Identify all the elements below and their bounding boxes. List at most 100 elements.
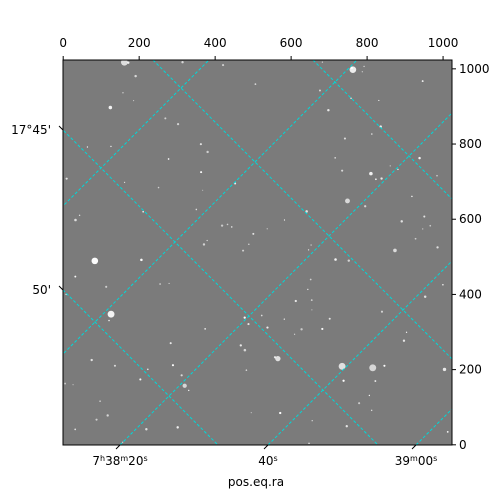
star (64, 382, 67, 385)
star (90, 358, 93, 362)
star (293, 333, 296, 335)
star (120, 60, 128, 66)
star (199, 143, 202, 146)
star (273, 356, 277, 359)
star (405, 331, 408, 333)
star (245, 369, 248, 371)
x-axis-label: pos.eq.ra (228, 475, 284, 489)
star (310, 299, 313, 301)
y-tick-label: 600 (459, 212, 482, 226)
star (389, 165, 391, 167)
star (181, 61, 184, 64)
x-tick-label: 600 (280, 36, 303, 50)
star (436, 174, 438, 177)
star (220, 224, 224, 227)
star (338, 362, 346, 370)
star (421, 80, 424, 83)
ra-grid-line (119, 112, 452, 445)
star (294, 299, 297, 303)
y-tick-label: 0 (459, 438, 467, 452)
star (239, 344, 242, 347)
star (283, 318, 285, 320)
star (122, 441, 124, 443)
star (266, 326, 269, 329)
star (363, 65, 365, 68)
star (361, 71, 363, 73)
star (347, 259, 350, 262)
star (266, 228, 268, 230)
star (328, 317, 331, 320)
star (321, 61, 324, 63)
x-tick-label: 1000 (428, 36, 459, 50)
x-tick-label: 0 (59, 36, 67, 50)
star (342, 379, 345, 382)
star (311, 309, 313, 311)
star (279, 411, 282, 415)
star (442, 284, 444, 286)
star (254, 83, 257, 85)
star (327, 108, 330, 112)
star (200, 171, 203, 174)
star (105, 285, 108, 288)
coordinate-grid (63, 60, 452, 445)
star (252, 232, 255, 235)
star (310, 244, 312, 246)
star (429, 224, 432, 227)
star (368, 394, 371, 397)
dec-grid-line (312, 60, 452, 200)
star (169, 342, 172, 345)
star (108, 319, 110, 322)
star (176, 426, 179, 429)
y-tick-label: 200 (459, 363, 482, 377)
star (134, 74, 137, 78)
star (74, 218, 77, 222)
star (318, 89, 321, 92)
star (65, 177, 68, 180)
star (250, 412, 252, 414)
ra-tick (263, 444, 269, 450)
star (371, 133, 373, 135)
star (402, 339, 406, 342)
ra-grid-line (63, 60, 358, 355)
star (307, 288, 309, 291)
star (167, 158, 170, 160)
star (243, 316, 246, 319)
star (159, 283, 161, 285)
star (334, 157, 336, 159)
star (110, 145, 112, 148)
star (380, 177, 383, 180)
x-tick-label: 400 (204, 36, 227, 50)
dec-tick-label: 50' (32, 283, 51, 297)
star (248, 243, 250, 246)
ra-tick (115, 444, 121, 450)
star (195, 208, 198, 211)
star (305, 210, 308, 213)
star (374, 380, 377, 382)
star (72, 384, 74, 386)
star (122, 92, 124, 94)
star (414, 237, 417, 240)
star (446, 431, 449, 433)
star (379, 125, 382, 128)
ra-tick-label: 7h38m20s (92, 454, 147, 469)
star (345, 198, 350, 204)
star (375, 178, 377, 181)
star (180, 374, 183, 377)
star (334, 258, 337, 261)
star (74, 428, 77, 431)
star (358, 402, 361, 405)
dec-grid-line (152, 60, 452, 360)
dec-tick (58, 285, 64, 291)
star (343, 137, 347, 140)
star (370, 409, 373, 412)
star (283, 219, 286, 221)
stars (64, 60, 449, 445)
star (418, 156, 421, 160)
star (309, 278, 312, 281)
star (300, 328, 303, 331)
star (345, 425, 348, 428)
star (341, 169, 344, 172)
star (91, 257, 99, 265)
star (321, 327, 324, 331)
star (242, 249, 245, 252)
